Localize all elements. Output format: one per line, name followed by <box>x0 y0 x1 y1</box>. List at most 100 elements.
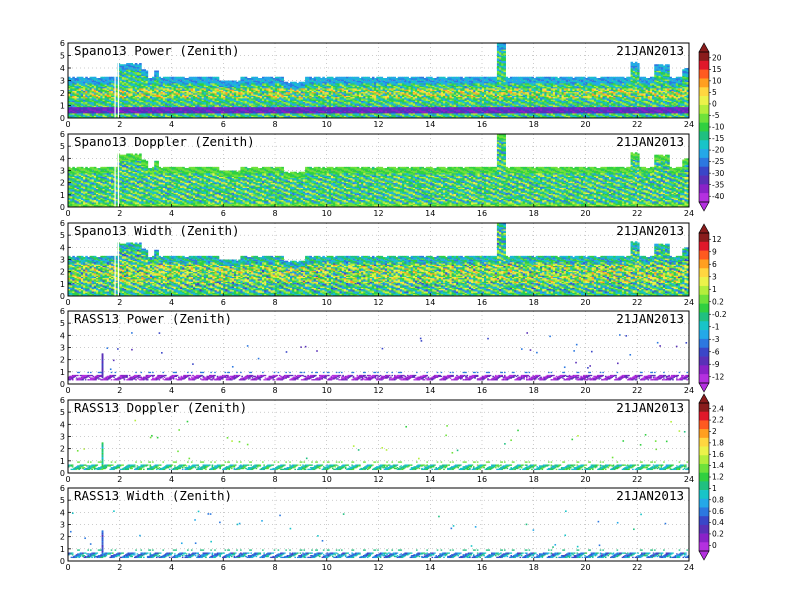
data-cell <box>264 76 267 79</box>
data-cell <box>93 93 97 95</box>
data-cell <box>287 91 291 94</box>
data-cell <box>324 93 328 95</box>
data-cell <box>83 83 86 85</box>
data-cell <box>111 94 114 96</box>
data-cell <box>261 101 265 104</box>
data-cell <box>292 81 295 84</box>
data-cell <box>76 93 80 95</box>
data-cell <box>177 115 181 118</box>
data-cell <box>298 110 302 113</box>
data-cell <box>160 114 164 116</box>
data-cell <box>210 81 213 84</box>
data-cell <box>152 94 155 96</box>
data-cell <box>210 78 213 80</box>
data-cell <box>124 83 127 85</box>
data-cell <box>348 101 351 104</box>
data-cell <box>309 94 312 96</box>
data-cell <box>281 80 284 83</box>
data-cell <box>279 79 282 81</box>
data-cell <box>341 90 345 93</box>
data-cell <box>96 94 99 96</box>
data-cell <box>328 88 332 90</box>
data-cell <box>173 106 177 109</box>
data-cell <box>203 100 207 103</box>
data-cell <box>238 89 241 91</box>
data-cell <box>305 98 308 100</box>
data-cell <box>78 84 82 86</box>
data-cell <box>236 95 239 98</box>
data-cell <box>227 86 231 89</box>
data-cell <box>167 85 170 88</box>
data-cell <box>309 111 312 114</box>
data-cell <box>83 101 86 104</box>
data-cell <box>309 83 312 85</box>
data-cell <box>285 84 289 86</box>
data-cell <box>320 78 323 80</box>
data-cell <box>126 81 129 84</box>
data-cell <box>238 111 241 114</box>
data-cell <box>145 90 149 93</box>
data-cell <box>350 116 353 118</box>
data-cell <box>132 114 136 116</box>
data-cell <box>311 116 315 118</box>
data-cell <box>259 106 263 109</box>
data-cell <box>324 99 328 101</box>
data-cell <box>145 91 149 94</box>
data-cell <box>279 88 282 90</box>
data-cell <box>322 95 325 98</box>
data-cell <box>121 64 125 66</box>
data-cell <box>311 90 315 93</box>
data-cell <box>311 96 315 99</box>
data-cell <box>227 85 231 88</box>
data-cell <box>167 111 170 114</box>
data-cell <box>300 110 304 113</box>
data-cell <box>182 89 185 91</box>
data-cell <box>346 85 349 88</box>
data-cell <box>216 98 220 100</box>
data-cell <box>121 74 125 76</box>
data-cell <box>277 106 280 109</box>
data-cell <box>318 84 321 86</box>
data-cell <box>320 93 323 95</box>
data-cell <box>324 95 328 98</box>
data-cell <box>111 105 114 108</box>
data-cell <box>216 76 220 79</box>
data-cell <box>341 103 345 105</box>
data-cell <box>106 83 110 85</box>
data-cell <box>119 68 123 70</box>
data-cell <box>274 91 278 94</box>
data-cell <box>333 91 336 94</box>
data-cell <box>292 113 295 115</box>
data-cell <box>149 110 153 113</box>
data-cell <box>78 108 82 110</box>
data-cell <box>72 103 75 105</box>
data-cell <box>171 103 175 105</box>
data-cell <box>169 111 172 114</box>
data-cell <box>270 83 274 85</box>
data-cell <box>277 83 280 85</box>
data-cell <box>348 80 351 83</box>
data-cell <box>87 115 90 118</box>
data-cell <box>177 86 181 89</box>
data-cell <box>305 93 308 95</box>
data-cell <box>210 91 213 94</box>
data-cell <box>139 99 142 101</box>
data-cell <box>210 95 213 98</box>
data-cell <box>141 99 144 101</box>
data-cell <box>80 93 84 95</box>
data-cell <box>339 96 343 99</box>
data-cell <box>173 88 177 90</box>
data-cell <box>190 111 194 114</box>
data-cell <box>139 71 142 74</box>
data-cell <box>175 83 179 85</box>
data-cell <box>279 93 282 95</box>
data-cell <box>264 78 267 80</box>
data-cell <box>218 86 222 89</box>
data-cell <box>285 81 289 84</box>
data-cell <box>320 108 323 110</box>
data-cell <box>279 109 282 111</box>
data-cell <box>272 95 276 98</box>
data-cell <box>208 95 211 98</box>
data-cell <box>233 108 237 110</box>
data-cell <box>330 83 334 85</box>
